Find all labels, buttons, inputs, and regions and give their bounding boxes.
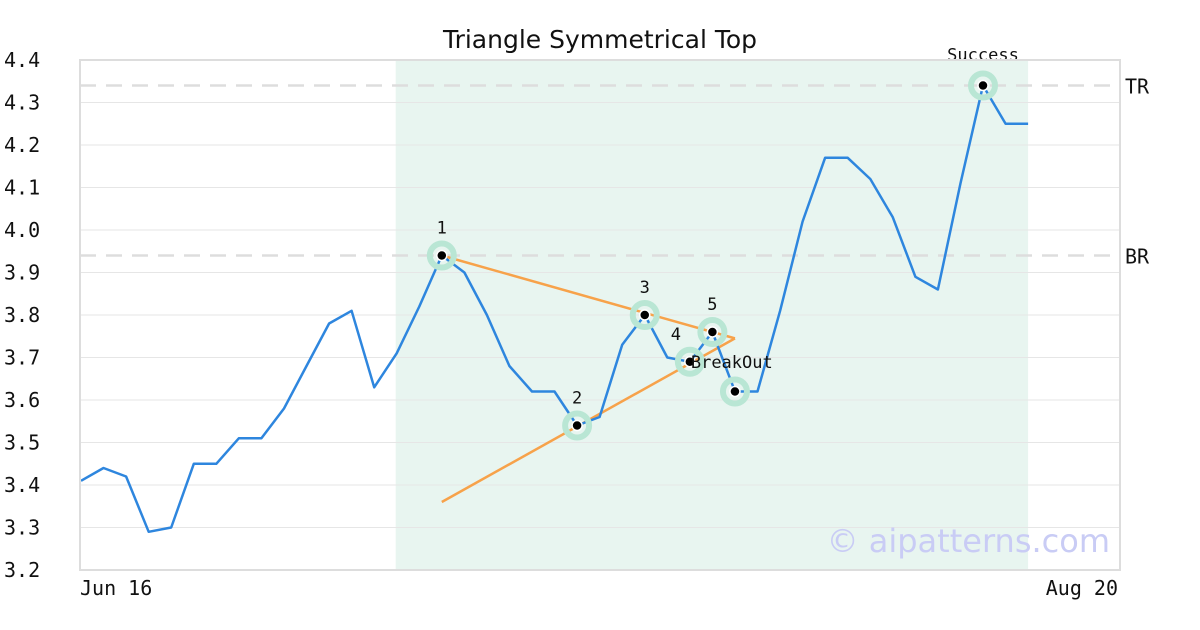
marker-dot — [639, 309, 651, 321]
trendline — [441, 254, 736, 340]
y-tick-label: 4.1 — [4, 176, 40, 200]
y-tick-label: 3.4 — [4, 473, 40, 497]
marker-halo — [719, 376, 750, 407]
plot-frame — [79, 59, 1121, 571]
y-tick-label: 3.9 — [4, 261, 40, 285]
reference-label: TR — [1125, 75, 1150, 99]
x-tick-label: Aug 20 — [1046, 576, 1118, 600]
y-tick-label: 4.0 — [4, 218, 40, 242]
marker-dot — [436, 249, 448, 262]
watermark: © aipatterns.com — [827, 522, 1110, 560]
y-tick-label: 3.8 — [4, 303, 40, 327]
reference-label: BR — [1125, 245, 1150, 269]
marker-label: 2 — [572, 389, 582, 409]
y-tick-label: 4.4 — [4, 48, 40, 72]
marker-dot — [706, 326, 719, 338]
marker-label: 4 — [671, 325, 681, 345]
marker-dot — [684, 356, 696, 368]
marker-label: BreakOut — [691, 353, 773, 373]
y-tick-label: 3.6 — [4, 388, 40, 412]
marker-dot — [729, 385, 741, 398]
chart-title: Triangle Symmetrical Top — [442, 25, 757, 54]
x-tick-label: Jun 16 — [80, 576, 152, 600]
marker-label: 5 — [707, 295, 717, 315]
marker-halo — [426, 240, 457, 271]
price-series-line — [80, 84, 1029, 534]
marker-halo — [629, 300, 660, 330]
y-tick-label: 4.2 — [4, 133, 40, 157]
y-tick-label: 3.7 — [4, 346, 40, 370]
marker-label: Success — [947, 46, 1019, 66]
y-axis-ticks: 4.4 4.3 4.2 4.1 4.0 3.9 3.8 3.7 3.6 3.5 3.4 3.3 3.2 — [4, 48, 40, 582]
marker-halo — [562, 410, 593, 441]
y-tick-label: 3.2 — [4, 558, 40, 582]
x-axis-ticks: Jun 16 Aug 20 — [80, 576, 1118, 600]
marker-halo — [674, 346, 705, 377]
marker-dot — [571, 419, 583, 432]
reference-lines: TR BR — [80, 75, 1150, 269]
marker-label: 3 — [640, 278, 650, 298]
y-tick-label: 3.5 — [4, 431, 40, 455]
marker-dot — [977, 79, 989, 92]
marker-halo — [697, 317, 728, 347]
y-tick-label: 4.3 — [4, 91, 40, 115]
marker-label: 1 — [437, 219, 447, 239]
y-tick-label: 3.3 — [4, 516, 40, 540]
marker-halo — [968, 70, 998, 101]
